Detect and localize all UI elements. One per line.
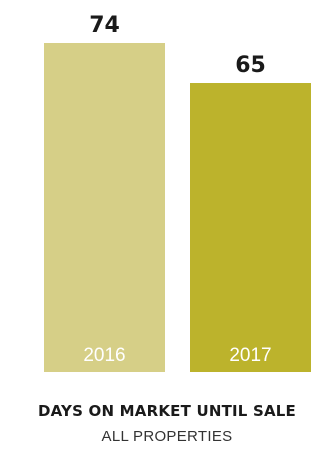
bar-chart: 74 2016 65 2017	[44, 13, 311, 372]
bar-2016	[44, 43, 165, 372]
category-label-2016: 2016	[83, 345, 125, 366]
chart-caption-title: DAYS ON MARKET UNTIL SALE	[38, 402, 296, 420]
chart-caption-subtitle: ALL PROPERTIES	[101, 428, 233, 445]
bar-2017	[190, 83, 311, 372]
value-label-2016: 74	[89, 13, 120, 38]
category-label-2017: 2017	[229, 345, 271, 366]
value-label-2017: 65	[235, 53, 266, 78]
